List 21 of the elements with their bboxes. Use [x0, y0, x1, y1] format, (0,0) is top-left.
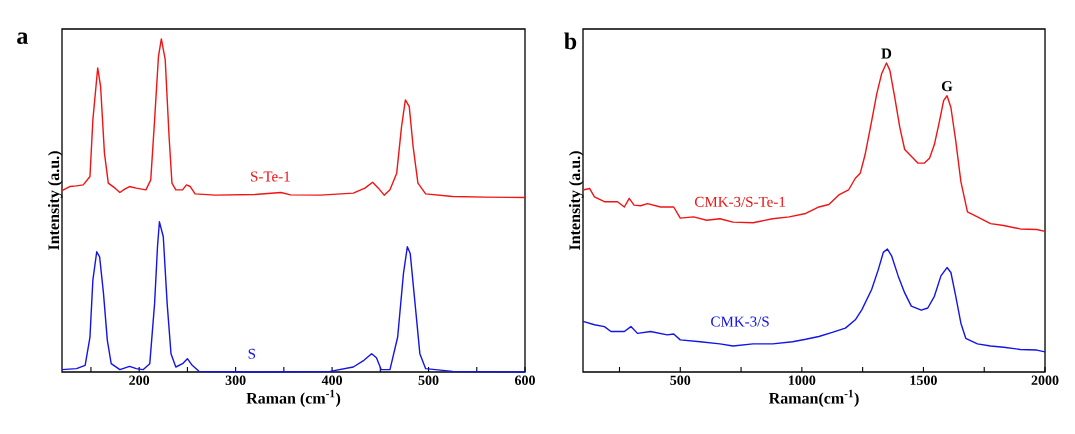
x-tick-label: 200 [129, 375, 150, 385]
x-tick-label: 2000 [1031, 375, 1059, 385]
x-tick-label: 500 [670, 375, 691, 385]
x-axis-title: Raman(cm$^{-1}$) [768, 389, 859, 407]
annotation: D [881, 48, 892, 59]
x-tick-label: 300 [225, 375, 246, 385]
annotation: G [941, 81, 953, 92]
series-label: S [248, 348, 256, 359]
x-tick-label: 1000 [788, 375, 816, 385]
x-tick-label: 600 [514, 375, 535, 385]
x-axis-title: Raman (cm$^{-1}$) [246, 389, 341, 407]
series-label: S-Te-1 [251, 171, 290, 182]
y-axis-title: Intensity (a.u.) [568, 151, 584, 250]
series-label: CMK-3/S [711, 316, 769, 327]
chart-title: a [17, 32, 29, 45]
x-tick-label: 500 [418, 375, 439, 385]
y-axis-title: Intensity (a.u.) [47, 151, 63, 250]
chart-title: b [564, 32, 577, 50]
x-tick-label: 1500 [910, 375, 937, 385]
x-tick-label: 400 [321, 375, 343, 385]
series-label: CMK-3/S-Te-1 [694, 196, 785, 207]
